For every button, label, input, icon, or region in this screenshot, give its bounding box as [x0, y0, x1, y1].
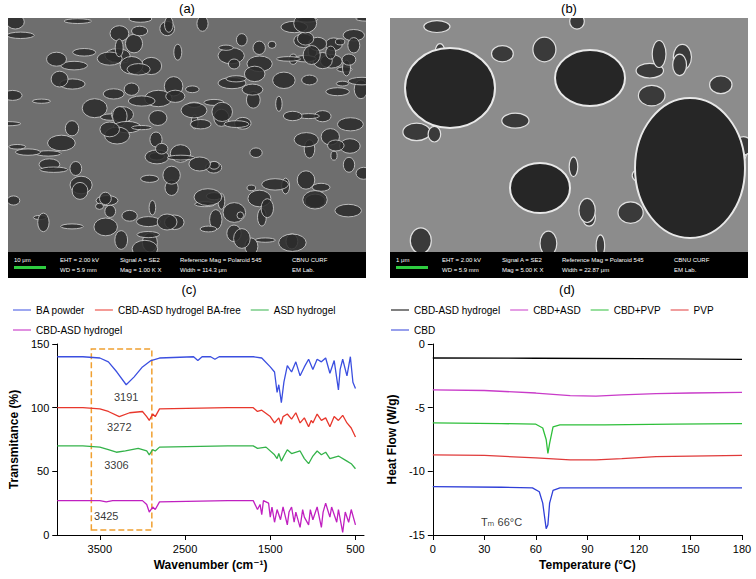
svg-text:BA powder: BA powder — [36, 305, 85, 316]
svg-text:1 μm: 1 μm — [396, 257, 409, 263]
svg-text:EM Lab.: EM Lab. — [292, 267, 315, 273]
svg-text:Reference Mag = Polaroid 545: Reference Mag = Polaroid 545 — [180, 257, 262, 263]
svg-text:2500: 2500 — [173, 543, 197, 555]
svg-text:3191: 3191 — [114, 391, 138, 403]
svg-text:Wavenumber (cm⁻¹): Wavenumber (cm⁻¹) — [154, 558, 268, 572]
svg-text:500: 500 — [346, 543, 364, 555]
svg-text:CBD+PVP: CBD+PVP — [614, 305, 661, 316]
svg-text:50: 50 — [37, 465, 49, 477]
svg-text:150: 150 — [31, 338, 49, 350]
svg-text:180: 180 — [733, 543, 751, 555]
html-text:(d): (d) — [559, 282, 575, 297]
svg-text:EM Lab.: EM Lab. — [674, 267, 697, 273]
html-text:(b): (b) — [561, 1, 577, 16]
svg-text:CBNU CURF: CBNU CURF — [674, 257, 710, 263]
svg-text:-5: -5 — [415, 402, 425, 414]
svg-text:Width = 22.87 μm: Width = 22.87 μm — [562, 267, 609, 273]
svg-text:150: 150 — [681, 543, 699, 555]
svg-text:EHT = 2.00 kV: EHT = 2.00 kV — [442, 257, 481, 263]
svg-text:0: 0 — [43, 529, 49, 541]
html-text:(c): (c) — [181, 282, 197, 297]
svg-text:100: 100 — [31, 402, 49, 414]
svg-text:Temperature (°C): Temperature (°C) — [539, 558, 636, 572]
svg-text:CBD-ASD hydrogel BA-free: CBD-ASD hydrogel BA-free — [118, 305, 241, 316]
svg-text:90: 90 — [581, 543, 593, 555]
svg-text:Reference Mag = Polaroid 545: Reference Mag = Polaroid 545 — [562, 257, 644, 263]
svg-text:3306: 3306 — [104, 459, 128, 471]
svg-text:1500: 1500 — [258, 543, 282, 555]
svg-text:Transmitance (%): Transmitance (%) — [7, 390, 21, 489]
svg-text:Signal A = SE2: Signal A = SE2 — [120, 257, 161, 263]
svg-text:60: 60 — [530, 543, 542, 555]
svg-text:Tₘ 66°C: Tₘ 66°C — [481, 516, 522, 528]
svg-text:3425: 3425 — [94, 510, 118, 522]
svg-text:CBD-ASD hydrogel: CBD-ASD hydrogel — [414, 305, 500, 316]
svg-text:PVP: PVP — [694, 305, 714, 316]
svg-text:CBD: CBD — [414, 325, 435, 336]
svg-text:0: 0 — [419, 338, 425, 350]
svg-text:-10: -10 — [409, 465, 425, 477]
svg-text:Mag = 1.00 K X: Mag = 1.00 K X — [120, 267, 162, 273]
svg-text:30: 30 — [478, 543, 490, 555]
svg-text:Signal A = SE2: Signal A = SE2 — [502, 257, 543, 263]
svg-text:Width = 114.3 μm: Width = 114.3 μm — [180, 267, 227, 273]
svg-text:10 μm: 10 μm — [14, 257, 31, 263]
svg-text:Mag = 5.00 K X: Mag = 5.00 K X — [502, 267, 544, 273]
svg-text:Heat Flow (W/g): Heat Flow (W/g) — [385, 395, 399, 485]
svg-text:EHT = 2.00 kV: EHT = 2.00 kV — [60, 257, 99, 263]
svg-text:3272: 3272 — [107, 421, 131, 433]
svg-text:3500: 3500 — [88, 543, 112, 555]
svg-text:ASD hydrogel: ASD hydrogel — [274, 305, 336, 316]
svg-text:-15: -15 — [409, 529, 425, 541]
svg-text:WD = 5.9 mm: WD = 5.9 mm — [442, 267, 479, 273]
html-text:(a): (a) — [179, 1, 195, 16]
svg-text:CBD-ASD hydrogel: CBD-ASD hydrogel — [36, 325, 122, 336]
svg-text:CBNU CURF: CBNU CURF — [292, 257, 328, 263]
svg-text:120: 120 — [630, 543, 648, 555]
svg-text:CBD+ASD: CBD+ASD — [533, 305, 581, 316]
svg-text:0: 0 — [430, 543, 436, 555]
svg-text:WD = 5.9 mm: WD = 5.9 mm — [60, 267, 97, 273]
